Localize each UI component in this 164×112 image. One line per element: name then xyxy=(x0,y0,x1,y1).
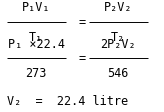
Text: T₂: T₂ xyxy=(111,30,125,43)
Text: 546: 546 xyxy=(107,66,129,79)
Text: P₁V₁: P₁V₁ xyxy=(22,1,50,14)
Text: P₂V₂: P₂V₂ xyxy=(104,1,132,14)
Text: P₁ ×22.4: P₁ ×22.4 xyxy=(8,37,65,50)
Text: =: = xyxy=(78,16,86,29)
Text: V₂  =  22.4 litre: V₂ = 22.4 litre xyxy=(7,94,128,107)
Text: 273: 273 xyxy=(25,66,47,79)
Text: T₁: T₁ xyxy=(29,30,43,43)
Text: =: = xyxy=(78,52,86,65)
Text: 2P₂V₂: 2P₂V₂ xyxy=(100,37,136,50)
